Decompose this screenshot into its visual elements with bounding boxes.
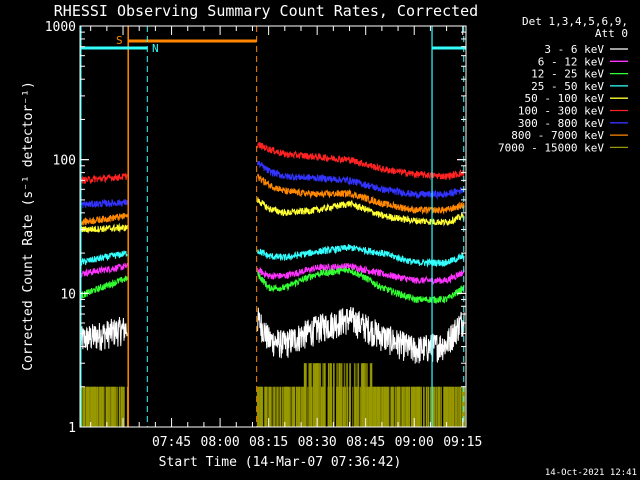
series-300-800-kev — [80, 160, 465, 208]
legend-header-attenuator: Att 0 — [595, 27, 628, 40]
y-axis-label: Corrected Count Rate (s⁻¹ detector⁻¹) — [21, 81, 36, 371]
x-tick-label: 09:00 — [395, 435, 434, 450]
series-6-12-kev — [80, 262, 465, 285]
saa-label: S — [116, 34, 123, 47]
legend-header-detectors: Det 1,3,4,5,6,9, — [522, 15, 628, 28]
chart-title: RHESSI Observing Summary Count Rates, Co… — [54, 2, 478, 20]
x-tick-label: 08:00 — [201, 435, 240, 450]
x-tick-label: 08:15 — [249, 435, 288, 450]
plot-frame — [79, 25, 467, 428]
x-tick-label: 08:30 — [298, 435, 337, 450]
legend-entry-label: 7000 - 15000 keV — [498, 141, 604, 154]
series-800-7000-kev — [80, 173, 465, 226]
legend-entry-label: 800 - 7000 keV — [511, 129, 604, 142]
timestamp: 14-Oct-2021 12:41 — [545, 468, 637, 478]
series-3-6-kev — [80, 306, 465, 364]
legend-entry-label: 100 - 300 keV — [518, 105, 604, 118]
y-tick-label: 1 — [68, 421, 76, 436]
y-tick-label: 100 — [53, 154, 76, 169]
legend-entry-label: 3 - 6 keV — [544, 43, 604, 56]
x-axis-label: Start Time (14-Mar-07 07:36:42) — [159, 455, 402, 470]
legend-entry-label: 50 - 100 keV — [525, 92, 605, 105]
legend-entry-label: 6 - 12 keV — [538, 55, 605, 68]
night-label: N — [152, 42, 159, 55]
series-25-50-kev — [80, 244, 465, 268]
series-50-100-kev — [80, 197, 465, 234]
legend-entry-label: 300 - 800 keV — [518, 117, 604, 130]
y-tick-label: 10 — [60, 287, 76, 302]
series-7000-15000-kev — [79, 363, 467, 427]
legend-entry-label: 25 - 50 keV — [531, 80, 604, 93]
legend-entry-label: 12 - 25 keV — [531, 68, 604, 81]
x-tick-label: 07:45 — [152, 435, 191, 450]
x-tick-label: 08:45 — [346, 435, 385, 450]
y-tick-label: 1000 — [45, 20, 76, 35]
x-tick-label: 09:15 — [443, 435, 482, 450]
series-100-300-kev — [80, 141, 465, 185]
series-12-25-kev — [80, 266, 465, 305]
